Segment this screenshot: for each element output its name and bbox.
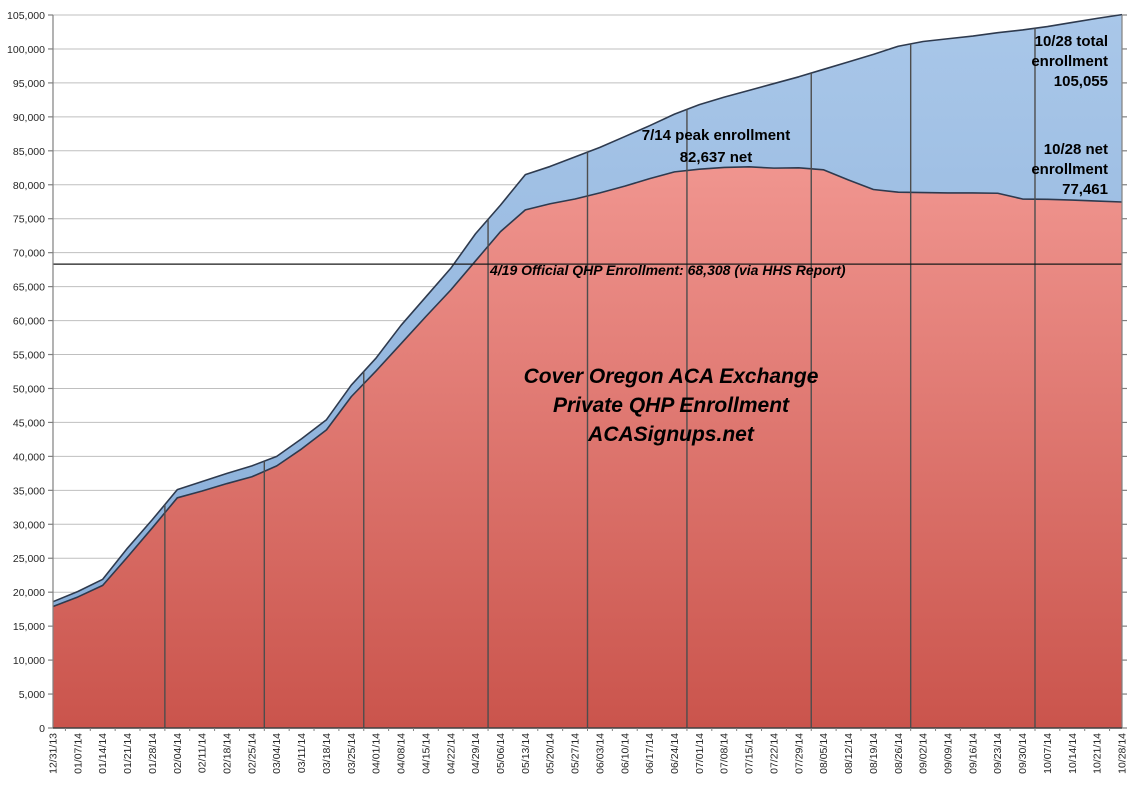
y-axis-label: 50,000	[13, 383, 45, 395]
x-axis-label: 04/29/14	[470, 733, 482, 774]
x-axis-label: 04/22/14	[445, 733, 457, 774]
x-axis-label: 03/04/14	[271, 733, 283, 774]
x-axis-label: 05/13/14	[520, 733, 532, 774]
y-axis-label: 15,000	[13, 621, 45, 633]
y-axis-label: 35,000	[13, 485, 45, 497]
chart-title-line3: ACASignups.net	[588, 423, 754, 446]
x-axis-label: 08/05/14	[818, 733, 830, 774]
annotation-total-enrollment: 10/28 total enrollment 105,055	[1031, 32, 1108, 92]
y-axis-label: 20,000	[13, 587, 45, 599]
y-axis-label: 25,000	[13, 553, 45, 565]
x-axis-label: 03/18/14	[321, 733, 333, 774]
y-axis-label: 30,000	[13, 519, 45, 531]
x-axis-label: 04/01/14	[371, 733, 383, 774]
x-axis-label: 01/14/14	[97, 733, 109, 774]
x-axis-label: 08/26/14	[893, 733, 905, 774]
annotation-peak-line1: 7/14 peak enrollment	[641, 127, 791, 144]
x-axis-label: 12/31/13	[48, 733, 60, 774]
chart-title: Cover Oregon ACA Exchange Private QHP En…	[421, 362, 921, 449]
y-axis-label: 40,000	[13, 451, 45, 463]
annotation-peak-enrollment: 7/14 peak enrollment 82,637 net	[586, 125, 846, 169]
x-axis-label: 06/24/14	[669, 733, 681, 774]
x-axis-label: 01/07/14	[72, 733, 84, 774]
y-axis-label: 70,000	[13, 248, 45, 260]
annotation-total-line1: 10/28 total	[1034, 33, 1108, 50]
x-axis-label: 07/15/14	[744, 733, 756, 774]
x-axis-label: 04/15/14	[420, 733, 432, 774]
x-axis-label: 02/11/14	[197, 733, 209, 773]
x-axis-label: 03/25/14	[346, 733, 358, 774]
x-axis-label: 06/03/14	[594, 733, 606, 774]
annotation-peak-line2: 82,637 net	[679, 149, 753, 166]
y-axis-label: 0	[39, 723, 45, 735]
x-axis-label: 03/11/14	[296, 733, 308, 773]
x-axis-label: 08/12/14	[843, 733, 855, 774]
x-axis-label: 06/17/14	[644, 733, 656, 774]
y-axis-label: 65,000	[13, 282, 45, 294]
y-axis-label: 5,000	[19, 689, 45, 701]
x-axis-label: 01/28/14	[147, 733, 159, 774]
x-axis-label: 01/21/14	[122, 733, 134, 774]
x-axis-label: 10/07/14	[1042, 733, 1054, 774]
x-axis-label: 09/30/14	[1017, 733, 1029, 774]
x-axis-label: 02/04/14	[172, 733, 184, 774]
x-axis-label: 09/23/14	[992, 733, 1004, 774]
y-axis-label: 90,000	[13, 112, 45, 124]
annotation-net-line2: enrollment	[1031, 161, 1108, 178]
x-axis-label: 10/21/14	[1092, 733, 1104, 774]
x-axis-label: 09/16/14	[967, 733, 979, 774]
chart-title-line2: Private QHP Enrollment	[552, 394, 790, 417]
x-axis-label: 07/22/14	[768, 733, 780, 774]
y-axis-label: 10,000	[13, 655, 45, 667]
x-axis-label: 02/25/14	[246, 733, 258, 774]
x-axis-label: 02/18/14	[222, 733, 234, 774]
x-axis-label: 09/09/14	[942, 733, 954, 774]
annotation-total-line2: enrollment	[1031, 53, 1108, 70]
annotation-net-enrollment: 10/28 net enrollment 77,461	[1031, 140, 1108, 200]
y-axis-label: 45,000	[13, 417, 45, 429]
y-axis-label: 105,000	[7, 10, 45, 22]
x-axis-label: 04/08/14	[396, 733, 408, 774]
x-axis-label: 10/28/14	[1117, 733, 1129, 774]
x-axis-label: 07/01/14	[694, 733, 706, 774]
y-axis-label: 100,000	[7, 44, 45, 56]
y-axis-label: 80,000	[13, 180, 45, 192]
y-axis-label: 75,000	[13, 214, 45, 226]
y-axis-label: 55,000	[13, 350, 45, 362]
x-axis-label: 07/08/14	[719, 733, 731, 774]
x-axis-label: 05/06/14	[495, 733, 507, 774]
x-axis-label: 08/19/14	[868, 733, 880, 774]
annotation-total-line3: 105,055	[1053, 73, 1108, 90]
chart-title-line1: Cover Oregon ACA Exchange	[523, 365, 819, 388]
x-axis-label: 06/10/14	[619, 733, 631, 774]
annotation-net-line1: 10/28 net	[1043, 141, 1108, 158]
x-axis-label: 05/27/14	[570, 733, 582, 774]
x-axis-label: 07/29/14	[793, 733, 805, 774]
y-axis-label: 85,000	[13, 146, 45, 158]
y-axis-label: 60,000	[13, 316, 45, 328]
x-axis-label: 10/14/14	[1067, 733, 1079, 774]
annotation-official-enrollment: 4/19 Official QHP Enrollment: 68,308 (vi…	[490, 262, 846, 278]
x-axis-label: 05/20/14	[545, 733, 557, 774]
annotation-net-line3: 77,461	[1062, 181, 1108, 198]
x-axis-label: 09/02/14	[918, 733, 930, 774]
y-axis-label: 95,000	[13, 78, 45, 90]
